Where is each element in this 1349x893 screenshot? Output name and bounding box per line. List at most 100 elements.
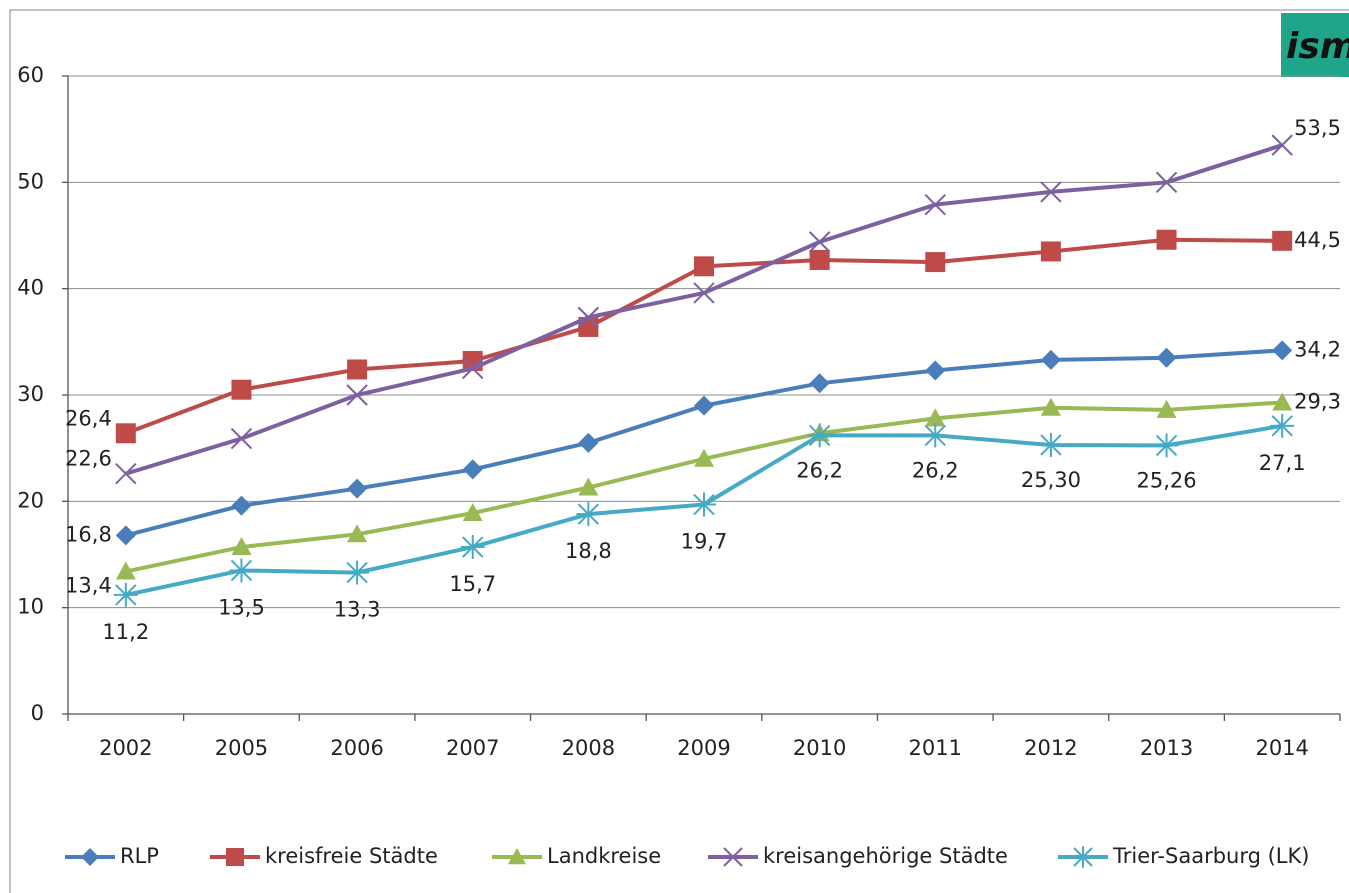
legend-label: Trier-Saarburg (LK) (1112, 844, 1309, 868)
marker (1072, 846, 1094, 868)
logo-box (1281, 13, 1349, 77)
x-tick-label: 2013 (1140, 736, 1193, 760)
marker (347, 478, 368, 499)
y-tick-label: 20 (17, 488, 44, 512)
marker (462, 459, 483, 480)
marker (115, 525, 136, 546)
marker (1272, 230, 1293, 251)
y-tick-label: 60 (17, 63, 44, 87)
x-tick-label: 2006 (330, 736, 383, 760)
legend-item: kreisangehörige Städte (708, 844, 1008, 868)
marker (693, 282, 715, 304)
data-label: 27,1 (1259, 451, 1306, 475)
data-label: 11,2 (102, 620, 149, 644)
series-line (125, 143, 1283, 476)
marker (1271, 134, 1293, 156)
data-label: 26,4 (65, 406, 112, 430)
legend-label: RLP (120, 844, 159, 868)
x-tick-label: 2010 (793, 736, 846, 760)
x-tick-label: 2008 (562, 736, 615, 760)
data-label: 18,8 (565, 539, 612, 563)
marker (576, 502, 601, 527)
data-label: 44,5 (1294, 228, 1341, 252)
marker (231, 537, 252, 556)
marker (925, 408, 946, 427)
marker (577, 306, 600, 329)
marker (694, 395, 714, 416)
marker (115, 423, 136, 444)
marker (694, 448, 714, 467)
legend-item: RLP (65, 844, 159, 868)
data-label: 34,2 (1294, 337, 1341, 361)
data-label: 26,2 (796, 458, 843, 482)
legend-label: Landkreise (547, 844, 661, 868)
marker (578, 432, 599, 453)
marker (809, 373, 830, 394)
x-tick-label: 2011 (909, 736, 962, 760)
marker (115, 462, 137, 485)
logo: ism (1286, 26, 1349, 67)
marker (1272, 340, 1293, 361)
legend-item: Trier-Saarburg (LK) (1058, 844, 1309, 868)
marker (81, 848, 99, 866)
marker (578, 477, 599, 496)
marker (925, 360, 946, 381)
x-tick-label: 2009 (677, 736, 730, 760)
y-tick-label: 50 (17, 169, 44, 193)
marker (230, 427, 253, 450)
marker (1154, 433, 1179, 458)
x-tick-label: 2014 (1255, 736, 1308, 760)
marker (809, 249, 830, 270)
marker (1272, 392, 1293, 411)
chart-frame (9, 9, 1349, 893)
marker (226, 848, 244, 866)
data-label: 16,8 (65, 522, 112, 546)
data-label: 29,3 (1294, 389, 1341, 413)
marker (808, 231, 831, 253)
data-label: 22,6 (65, 447, 112, 471)
x-tick-label: 2007 (446, 736, 499, 760)
marker (925, 252, 946, 273)
marker (508, 848, 526, 865)
marker (113, 582, 138, 607)
marker (462, 503, 483, 522)
marker (231, 495, 252, 516)
marker (1040, 241, 1061, 262)
x-tick-label: 2012 (1024, 736, 1077, 760)
data-label: 13,4 (65, 574, 112, 598)
marker (460, 535, 485, 560)
marker (924, 193, 946, 216)
marker (1040, 181, 1062, 203)
y-tick-label: 40 (17, 276, 44, 300)
marker (231, 379, 252, 400)
legend-item: kreisfreie Städte (210, 844, 438, 868)
data-label: 13,3 (334, 598, 381, 622)
marker (1270, 413, 1295, 438)
y-tick-label: 30 (17, 382, 44, 406)
y-tick-label: 0 (31, 701, 44, 725)
data-label: 19,7 (681, 530, 728, 554)
data-label: 15,7 (449, 572, 496, 596)
marker (807, 423, 832, 448)
y-tick-label: 10 (17, 595, 44, 619)
data-label: 53,5 (1294, 116, 1341, 140)
marker (462, 357, 484, 380)
marker (1155, 171, 1178, 194)
x-tick-label: 2002 (99, 736, 152, 760)
x-tick-label: 2005 (215, 736, 268, 760)
legend-item: Landkreise (492, 844, 661, 868)
marker (1040, 349, 1061, 370)
marker (115, 561, 136, 580)
data-label: 13,5 (218, 595, 265, 619)
marker (1156, 347, 1177, 368)
marker (723, 847, 743, 867)
marker (1156, 399, 1177, 418)
marker (346, 384, 368, 406)
legend-label: kreisfreie Städte (265, 844, 438, 868)
marker (923, 423, 948, 448)
marker (347, 359, 368, 380)
marker (229, 558, 254, 583)
legend-label: kreisangehörige Städte (763, 844, 1008, 868)
marker (692, 492, 716, 517)
